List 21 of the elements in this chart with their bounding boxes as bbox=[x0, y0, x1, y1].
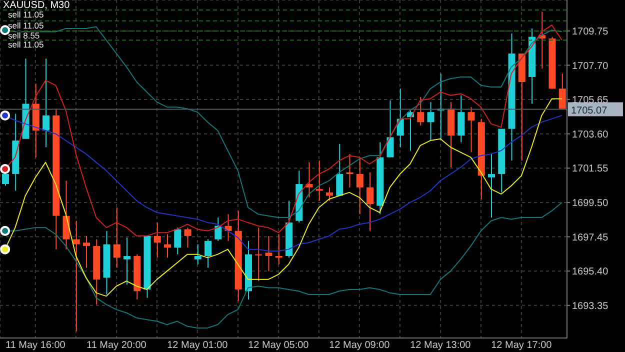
x-tick-label: 12 May 09:00 bbox=[329, 340, 390, 351]
y-tick-label: 1693.35 bbox=[572, 300, 609, 312]
x-tick-label: 12 May 13:00 bbox=[410, 340, 472, 351]
y-tick-label: 1703.60 bbox=[572, 129, 609, 140]
ref-line-label: 1705.07 bbox=[571, 105, 608, 116]
ref-line-label: sell 11.05 bbox=[8, 40, 44, 50]
y-tick-label: 1697.45 bbox=[572, 232, 609, 244]
y-tick-label: 1707.70 bbox=[572, 60, 609, 72]
y-tick-label: 1701.55 bbox=[572, 164, 609, 175]
x-tick-label: 11 May 16:00 bbox=[6, 340, 66, 351]
chart-title: XAUUSD, M30 bbox=[3, 0, 70, 11]
x-tick-label: 12 May 01:00 bbox=[167, 340, 228, 351]
y-tick-label: 1699.50 bbox=[572, 198, 609, 210]
x-tick-label: 11 May 20:00 bbox=[86, 340, 147, 351]
y-tick-label: 1695.40 bbox=[572, 266, 609, 278]
x-tick-label: 12 May 05:00 bbox=[248, 340, 310, 351]
y-tick-label: 1709.75 bbox=[572, 26, 609, 38]
ref-line-label: sell 8.55 bbox=[8, 30, 40, 40]
ref-line-label: sell 11.05 bbox=[8, 20, 44, 30]
ref-line-label: sell 11.05 bbox=[8, 10, 44, 20]
x-tick-label: 12 May 17:00 bbox=[491, 340, 552, 351]
